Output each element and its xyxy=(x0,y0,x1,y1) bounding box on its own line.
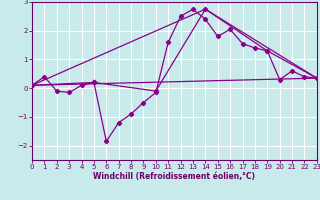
X-axis label: Windchill (Refroidissement éolien,°C): Windchill (Refroidissement éolien,°C) xyxy=(93,172,255,181)
